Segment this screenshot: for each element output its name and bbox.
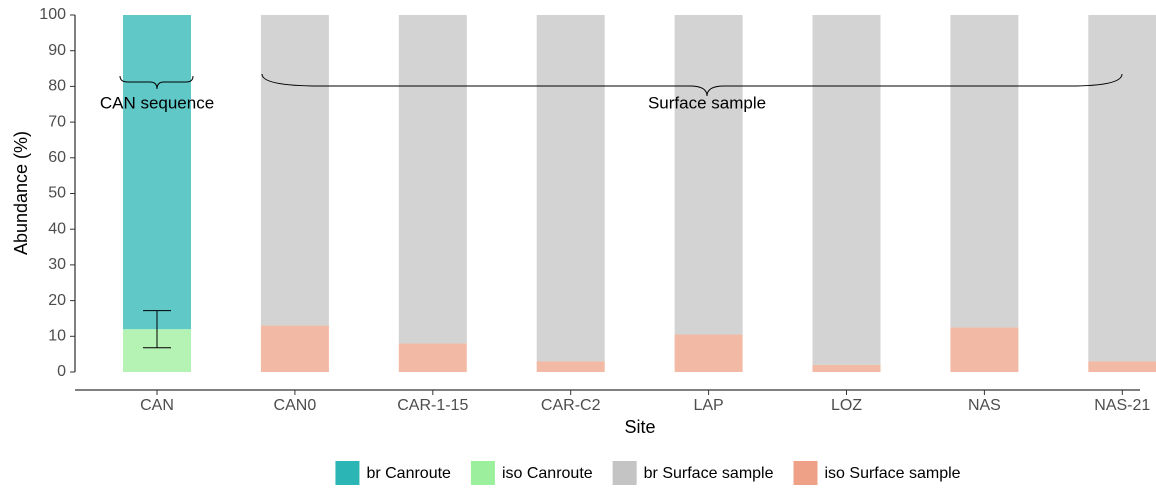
legend: br Canroute iso Canroute br Surface sample…: [335, 461, 961, 485]
annotation: Surface sample: [648, 93, 766, 112]
brace: [119, 75, 194, 90]
legend-swatch: [793, 461, 818, 485]
bar-segment: [674, 15, 743, 335]
bar-segment: [950, 327, 1019, 372]
bars: [123, 15, 1156, 372]
bar-segment: [812, 364, 881, 372]
y-tick-label: 30: [48, 256, 66, 273]
bar-segment: [536, 15, 605, 362]
y-tick-label: 10: [48, 328, 66, 345]
bar-segment: [260, 15, 329, 326]
error-bar: [143, 310, 171, 349]
legend-swatch: [335, 461, 360, 485]
legend-swatch: [612, 461, 637, 485]
x-axis-title: Site: [624, 417, 655, 437]
bar-segment: [123, 15, 191, 330]
y-tick-label: 20: [48, 292, 66, 309]
bar-segment: [674, 334, 743, 372]
legend-label: iso Surface sample: [825, 465, 961, 482]
x-tick-label: NAS: [968, 397, 1001, 414]
bar-segment: [812, 15, 881, 365]
y-tick-label: 100: [39, 6, 66, 23]
legend-label: iso Canroute: [502, 465, 593, 482]
x-tick-label: CAR-C2: [541, 397, 601, 414]
bar-segment: [260, 325, 329, 372]
x-tick-label: CAN: [140, 397, 174, 414]
legend-label: br Canroute: [366, 465, 451, 482]
bar-segment: [398, 15, 467, 344]
annotation: CAN sequence: [100, 93, 214, 112]
x-tick-label: NAS-21: [1094, 397, 1150, 414]
legend-swatch: [470, 461, 495, 485]
bar-segment: [1088, 361, 1156, 372]
y-tick-label: 90: [48, 42, 66, 59]
y-tick-label: 70: [48, 113, 66, 130]
x-tick-label: LAP: [693, 397, 723, 414]
bar-segment: [536, 361, 605, 372]
y-axis-title: Abundance (%): [11, 131, 31, 255]
y-tick-label: 80: [48, 78, 66, 95]
y-tick-label: 40: [48, 220, 66, 237]
bar-segment: [398, 343, 467, 372]
x-tick-label: CAR-1-15: [397, 397, 468, 414]
brace: [261, 73, 1123, 97]
bar-segment: [1088, 15, 1156, 362]
x-tick-label: CAN0: [274, 397, 317, 414]
bar-segment: [950, 15, 1019, 328]
y-tick-label: 0: [57, 363, 66, 380]
y-tick-label: 50: [48, 185, 66, 202]
legend-label: br Surface sample: [644, 465, 774, 482]
y-tick-label: 60: [48, 149, 66, 166]
x-tick-label: LOZ: [831, 397, 862, 414]
